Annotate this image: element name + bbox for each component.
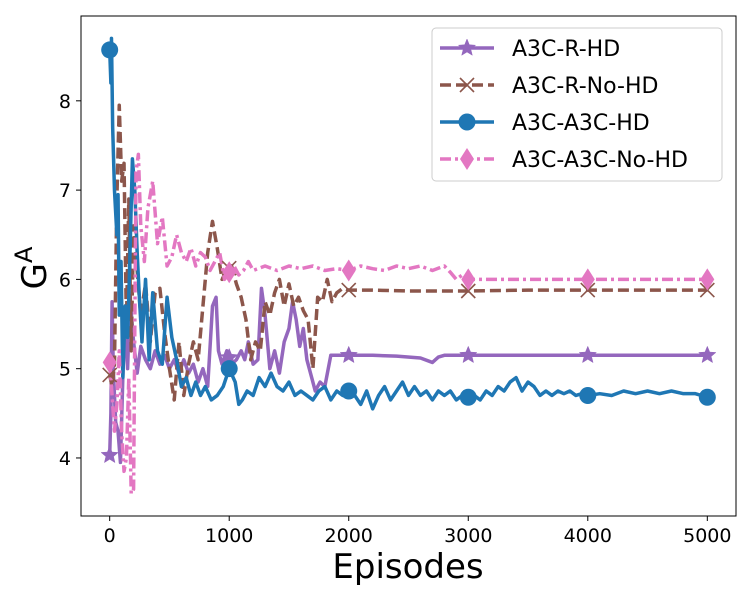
y-axis-label: GA	[10, 246, 55, 289]
legend-box	[431, 27, 723, 182]
legend-marker-a3c-r-no-hd	[459, 77, 475, 93]
legend-entries: A3C-R-HD A3C-R-No-HD A3C-A3C-HD A3C-A3C-No-…	[440, 37, 688, 173]
series-marker-a3c-a3c-no-hd	[102, 351, 117, 374]
y-tick-label: 4	[59, 448, 71, 470]
x-tick-label: 1000	[205, 525, 253, 547]
series-marker-a3c-r-no-hd	[102, 367, 118, 383]
series-marker-a3c-r-no-hd	[341, 282, 357, 298]
x-tick-label: 3000	[444, 525, 492, 547]
legend-marker-a3c-a3c-no-hd	[460, 148, 474, 170]
series-marker-a3c-a3c-no-hd	[461, 268, 476, 291]
plot-frame	[80, 15, 737, 517]
y-tick-label: 8	[59, 91, 71, 113]
y-axis-label-superscript: A	[10, 246, 38, 263]
y-axis-ticks: 4 5 6 7 8	[59, 91, 81, 470]
series-marker-a3c-a3c-hd	[340, 382, 358, 400]
series-marker-a3c-a3c-hd	[220, 360, 238, 378]
series-marker-a3c-a3c-hd	[579, 386, 597, 404]
series-line-a3c-a3c-no-hd	[107, 152, 708, 496]
series-line-a3c-a3c-hd	[107, 36, 708, 411]
legend-marker-a3c-a3c-hd	[458, 113, 476, 131]
series-marker-a3c-a3c-no-hd	[700, 268, 715, 291]
series-marker-a3c-a3c-no-hd	[580, 268, 595, 291]
y-tick-label: 5	[59, 359, 71, 381]
series-marker-a3c-r-hd	[100, 445, 119, 464]
series-marker-a3c-r-no-hd	[460, 283, 476, 299]
series-marker-a3c-r-hd	[578, 345, 597, 364]
marker-layer	[100, 41, 717, 464]
x-tick-label: 5000	[683, 525, 731, 547]
legend-marker-a3c-r-hd	[457, 38, 477, 56]
series-marker-a3c-r-hd	[698, 345, 717, 364]
legend-label-a3c-r-no-hd: A3C-R-No-HD	[512, 74, 658, 99]
series-marker-a3c-a3c-no-hd	[222, 261, 237, 284]
series-marker-a3c-a3c-hd	[101, 41, 119, 59]
y-tick-label: 7	[59, 180, 71, 202]
series-marker-a3c-a3c-hd	[698, 388, 716, 406]
x-tick-label: 2000	[325, 525, 373, 547]
x-axis-ticks: 0 1000 2000 3000 4000 5000	[104, 516, 731, 547]
legend-label-a3c-a3c-no-hd: A3C-A3C-No-HD	[512, 148, 688, 173]
series-marker-a3c-a3c-hd	[459, 388, 477, 406]
legend-label-a3c-r-hd: A3C-R-HD	[512, 37, 620, 62]
x-axis-label: Episodes	[332, 547, 483, 587]
y-axis-label-base: G	[15, 263, 55, 289]
legend-label-a3c-a3c-hd: A3C-A3C-HD	[512, 111, 650, 136]
series-marker-a3c-r-hd	[459, 345, 478, 364]
series-marker-a3c-a3c-no-hd	[341, 259, 356, 282]
y-tick-label: 6	[59, 269, 71, 291]
x-tick-label: 0	[104, 525, 116, 547]
series-marker-a3c-r-hd	[339, 345, 358, 364]
legend: A3C-R-HD A3C-R-No-HD A3C-A3C-HD A3C-A3C-No-…	[431, 27, 723, 182]
x-tick-label: 4000	[564, 525, 612, 547]
